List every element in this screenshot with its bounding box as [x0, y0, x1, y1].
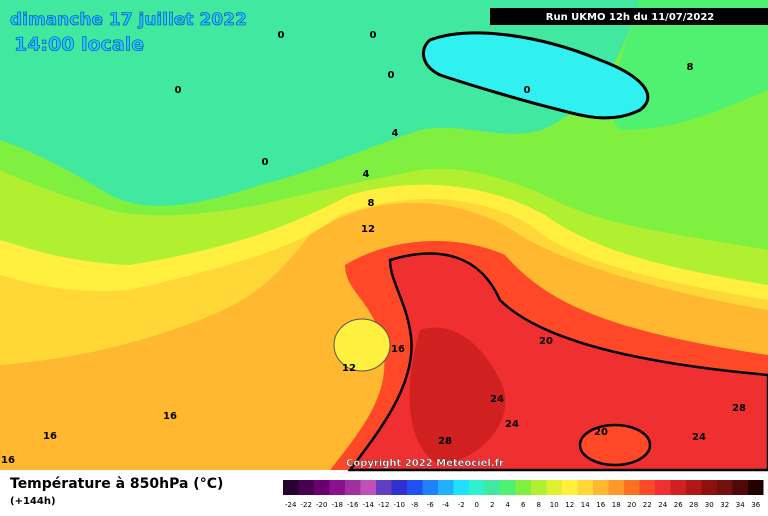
scale-label: 12: [565, 501, 574, 509]
scale-label: -8: [411, 501, 418, 509]
scale-label: -22: [301, 501, 312, 509]
scale-swatch: [531, 480, 547, 495]
scale-swatch: [422, 480, 438, 495]
scale-swatch: [686, 480, 702, 495]
scale-swatch: [469, 480, 485, 495]
scale-swatch: [515, 480, 531, 495]
scale-swatch: [748, 480, 764, 495]
scale-label: -16: [347, 501, 359, 509]
scale-swatch: [345, 480, 361, 495]
scale-swatch: [484, 480, 500, 495]
lead-time: (+144h): [10, 496, 56, 507]
contour-label: 0: [388, 70, 395, 81]
contour-label: 0: [175, 85, 182, 96]
scale-label: 16: [596, 501, 605, 509]
contour-label: 8: [368, 198, 375, 209]
scale-label: -10: [394, 501, 405, 509]
scale-swatch: [639, 480, 655, 495]
scale-label: -12: [378, 501, 389, 509]
contour-label: 24: [692, 432, 706, 443]
scale-label: 22: [643, 501, 652, 509]
scale-swatch: [562, 480, 578, 495]
scale-swatch: [407, 480, 423, 495]
scale-label: 10: [550, 501, 559, 509]
contour-label: 24: [505, 419, 519, 430]
scale-label: 0: [475, 501, 479, 509]
scale-label: 34: [736, 501, 745, 509]
copyright: Copyright 2022 Meteociel.fr: [346, 458, 504, 469]
scale-swatch: [546, 480, 562, 495]
scale-label: -6: [427, 501, 435, 509]
scale-swatch: [624, 480, 640, 495]
scale-label: 8: [537, 501, 541, 509]
scale-swatch: [360, 480, 376, 495]
contour-label: 16: [1, 455, 15, 466]
scale-swatch: [391, 480, 407, 495]
scale-label: 14: [581, 501, 590, 509]
contour-label: 4: [392, 128, 399, 139]
scale-label: 24: [658, 501, 667, 509]
scale-swatch: [329, 480, 345, 495]
scale-label: 18: [612, 501, 621, 509]
scale-swatch: [577, 480, 593, 495]
scale-label: 4: [506, 501, 511, 509]
contour-label: 8: [687, 62, 694, 73]
scale-label: -4: [442, 501, 450, 509]
scale-swatch: [453, 480, 469, 495]
map-date: dimanche 17 juillet 2022: [10, 10, 247, 30]
map-time: 14:00 locale: [14, 34, 144, 56]
scale-label: 26: [674, 501, 683, 509]
run-info: Run UKMO 12h du 11/07/2022: [546, 12, 715, 23]
scale-label: 28: [689, 501, 698, 509]
legend-title: Température à 850hPa (°C): [10, 476, 223, 492]
scale-label: -14: [363, 501, 375, 509]
contour-label: 28: [438, 436, 452, 447]
contour-label: 12: [361, 224, 375, 235]
contour-label: 4: [363, 169, 370, 180]
contour-label: 16: [43, 431, 57, 442]
contour-label: 0: [370, 30, 377, 41]
scale-label: 2: [490, 501, 494, 509]
scale-swatch: [593, 480, 609, 495]
scale-swatch: [438, 480, 454, 495]
scale-label: -18: [332, 501, 343, 509]
scale-label: -2: [458, 501, 465, 509]
scale-swatch: [717, 480, 733, 495]
scale-swatch: [732, 480, 748, 495]
scale-label: 36: [751, 501, 760, 509]
scale-swatch: [376, 480, 392, 495]
contour-label: 0: [262, 157, 269, 168]
contour-20-east: [578, 423, 652, 467]
scale-swatch: [314, 480, 330, 495]
scale-label: 20: [627, 501, 636, 509]
run-box: [490, 8, 768, 25]
contour-label: 12: [342, 363, 356, 374]
contour-label: 0: [278, 30, 285, 41]
scale-swatch: [500, 480, 516, 495]
cold-pool: [421, 31, 650, 120]
zone-4: [611, 0, 768, 130]
scale-swatch: [298, 480, 314, 495]
contour-label: 16: [163, 411, 177, 422]
contour-label: 24: [490, 394, 504, 405]
contour-label: 16: [391, 344, 405, 355]
scale-swatch: [670, 480, 686, 495]
scale-swatch: [655, 480, 671, 495]
contour-label: 28: [732, 403, 746, 414]
scale-swatch: [701, 480, 717, 495]
scale-label: 30: [705, 501, 714, 509]
scale-swatch: [608, 480, 624, 495]
contour-label: 20: [539, 336, 553, 347]
contour-label: 0: [524, 85, 531, 96]
zone-26: [409, 327, 506, 465]
scale-label: 32: [720, 501, 729, 509]
scale-label: -24: [285, 501, 297, 509]
contour-label: 20: [594, 427, 608, 438]
warm-pocket: [333, 318, 391, 372]
scale-swatch: [283, 480, 299, 495]
scale-label: 6: [521, 501, 526, 509]
scale-label: -20: [316, 501, 327, 509]
